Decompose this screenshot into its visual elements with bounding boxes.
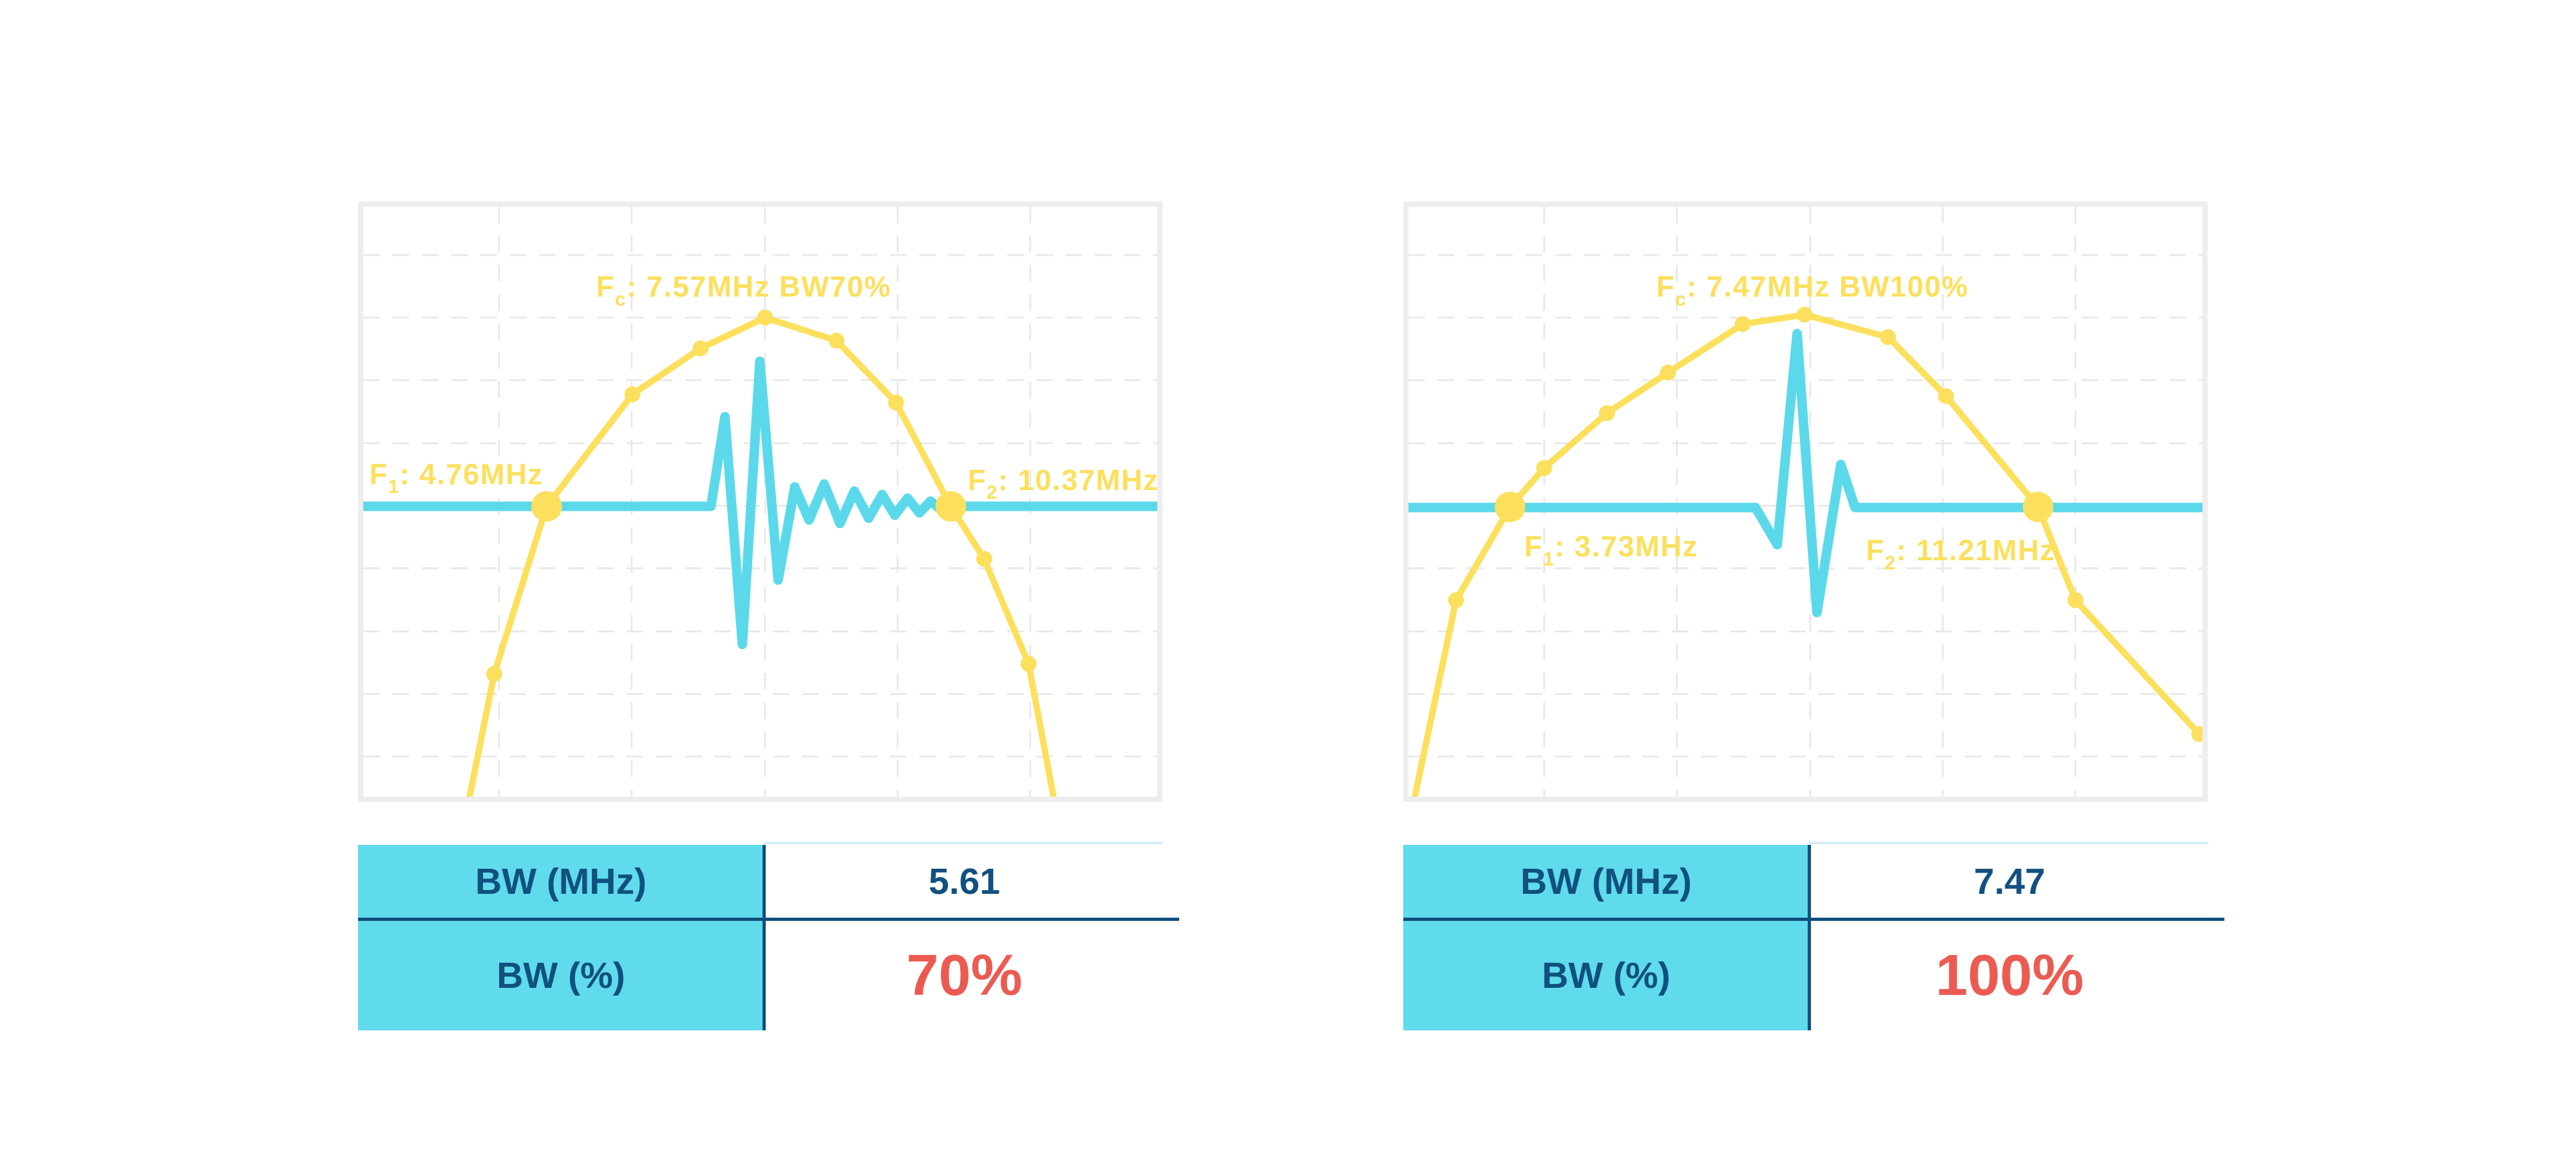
fc-label: Fc: 7.47MHz BW100% bbox=[1656, 270, 1969, 310]
marker-dot bbox=[1020, 656, 1037, 672]
table-top-border bbox=[764, 842, 1163, 844]
spectrum-markers bbox=[1448, 307, 2202, 743]
bw-pct-label: BW (%) bbox=[497, 955, 625, 996]
spectrum-line bbox=[466, 314, 1057, 797]
chart-plot-area: Fc: 7.47MHz BW100% F1: 3.73MHz F2: 11.21MH… bbox=[1408, 207, 2202, 797]
bw-mhz-label: BW (MHz) bbox=[475, 860, 647, 902]
marker-dot bbox=[1880, 329, 1897, 345]
table-top-border bbox=[1809, 842, 2208, 844]
bw-pct-value: 70% bbox=[906, 943, 1023, 1008]
f1-label: F1: 3.73MHz bbox=[1524, 530, 1698, 570]
marker-dot bbox=[1660, 364, 1676, 381]
bw-pct-label: BW (%) bbox=[1542, 955, 1671, 996]
bandwidth-chart-100pct: Fc: 7.47MHz BW100% F1: 3.73MHz F2: 11.21MH… bbox=[1403, 202, 2208, 802]
marker-dot bbox=[2191, 726, 2202, 743]
marker-dot bbox=[1938, 388, 1955, 404]
marker-dot bbox=[976, 551, 992, 567]
crossing-marker-dot bbox=[2023, 491, 2054, 522]
table-header-column bbox=[358, 845, 764, 1030]
bw-summary-table-left: BW (MHz) 5.61 BW (%) 70% bbox=[358, 842, 1179, 1030]
table-header-column bbox=[1403, 845, 1809, 1030]
pulse-waveform-line bbox=[1408, 328, 2202, 618]
bandwidth-chart-70pct: Fc: 7.57MHz BW70% F1: 4.76MHz F2: 10.37MHz bbox=[358, 202, 1162, 802]
bw-mhz-value: 7.47 bbox=[1974, 860, 2045, 902]
bw-mhz-label: BW (MHz) bbox=[1520, 860, 1692, 902]
marker-dot bbox=[1734, 316, 1751, 332]
marker-dot bbox=[1448, 592, 1464, 609]
f2-label: F2: 10.37MHz bbox=[968, 464, 1157, 504]
marker-dot bbox=[486, 666, 502, 682]
marker-dot bbox=[757, 309, 773, 326]
marker-dot bbox=[2067, 592, 2084, 609]
marker-dot bbox=[1536, 460, 1553, 477]
fc-label: Fc: 7.57MHz BW70% bbox=[596, 270, 891, 310]
marker-dot bbox=[692, 340, 709, 357]
marker-dot bbox=[624, 386, 641, 402]
crossing-marker-dot bbox=[935, 491, 967, 522]
marker-dot bbox=[828, 332, 845, 349]
table-row-divider bbox=[358, 918, 1179, 921]
crossing-marker-dot bbox=[1495, 491, 1526, 522]
chart-plot-area: Fc: 7.57MHz BW70% F1: 4.76MHz F2: 10.37MHz bbox=[363, 207, 1157, 797]
table-row-divider bbox=[1403, 918, 2224, 921]
bw-pct-value: 100% bbox=[1935, 943, 2084, 1008]
crossing-marker-dot bbox=[531, 491, 562, 522]
table-column-divider bbox=[1808, 845, 1811, 1030]
pulse-waveform-line bbox=[363, 356, 1157, 650]
spectrum-markers bbox=[486, 309, 1037, 682]
bw-summary-table-right: BW (MHz) 7.47 BW (%) 100% bbox=[1403, 842, 2224, 1030]
table-column-divider bbox=[762, 845, 766, 1030]
marker-dot bbox=[887, 394, 904, 411]
marker-dot bbox=[1598, 405, 1615, 421]
marker-dot bbox=[1796, 307, 1813, 323]
f1-label: F1: 4.76MHz bbox=[369, 458, 543, 498]
bw-mhz-value: 5.61 bbox=[929, 860, 1000, 902]
f2-label: F2: 11.21MHz bbox=[1866, 534, 2055, 574]
